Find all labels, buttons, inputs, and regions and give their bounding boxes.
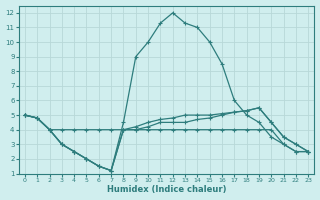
X-axis label: Humidex (Indice chaleur): Humidex (Indice chaleur) <box>107 185 226 194</box>
